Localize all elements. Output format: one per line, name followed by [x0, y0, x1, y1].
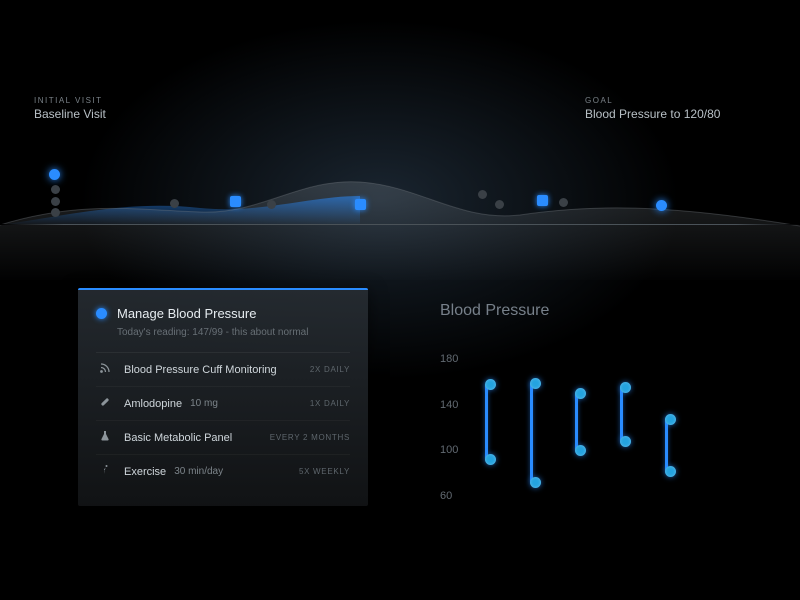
manage-card-header: Manage Blood Pressure	[96, 306, 350, 321]
care-plan-label: Amlodopine	[124, 398, 182, 410]
care-plan-row[interactable]: Exercise 30 min/day 5X WEEKLY	[96, 454, 350, 488]
care-plan-label: Exercise	[124, 466, 166, 478]
rss-icon	[96, 362, 114, 377]
timeline-node-active[interactable]	[49, 169, 60, 180]
bp-range-bar[interactable]	[485, 384, 488, 459]
timeline-axis	[0, 224, 800, 225]
timeline-initial-text: Baseline Visit	[34, 107, 106, 121]
timeline-node	[267, 200, 276, 209]
timeline-goal-text: Blood Pressure to 120/80	[585, 107, 720, 121]
care-plan-label: Blood Pressure Cuff Monitoring	[124, 364, 277, 376]
bp-range-high-cap	[665, 414, 676, 425]
bp-range-high-cap	[485, 379, 496, 390]
manage-card-subtitle: Today's reading: 147/99 - this about nor…	[117, 327, 350, 338]
bp-range-low-cap	[665, 466, 676, 477]
timeline-node	[170, 199, 179, 208]
timeline-node-active[interactable]	[656, 200, 667, 211]
bp-range-low-cap	[530, 477, 541, 488]
timeline-node	[51, 197, 60, 206]
timeline-marker[interactable]	[355, 199, 366, 210]
care-plan-label: Basic Metabolic Panel	[124, 432, 232, 444]
timeline-node	[559, 198, 568, 207]
bp-chart-area: 18014010060	[440, 336, 710, 496]
care-plan-row[interactable]: Basic Metabolic Panel EVERY 2 MONTHS	[96, 420, 350, 454]
care-plan-frequency: 5X WEEKLY	[299, 467, 350, 476]
bp-range-high-cap	[575, 388, 586, 399]
timeline-marker[interactable]	[230, 196, 241, 207]
timeline-node	[495, 200, 504, 209]
timeline-node	[51, 185, 60, 194]
chart-y-tick: 100	[440, 444, 458, 456]
chart-y-tick: 60	[440, 490, 452, 502]
bp-range-low-cap	[575, 445, 586, 456]
timeline-initial-label: INITIAL VISIT Baseline Visit	[34, 96, 106, 121]
manage-card-dot-icon	[96, 308, 107, 319]
bp-range-bar[interactable]	[575, 393, 578, 450]
timeline-goal-label: GOAL Blood Pressure to 120/80	[585, 96, 720, 121]
care-plan-row[interactable]: Blood Pressure Cuff Monitoring 2X DAILY	[96, 352, 350, 386]
timeline-goal-kicker: GOAL	[585, 96, 720, 105]
bp-range-bar[interactable]	[665, 419, 668, 470]
bp-range-bar[interactable]	[530, 383, 533, 482]
care-plan-frequency: 2X DAILY	[310, 365, 350, 374]
bp-range-low-cap	[485, 454, 496, 465]
bp-range-low-cap	[620, 436, 631, 447]
bp-chart-title: Blood Pressure	[440, 302, 740, 320]
bp-range-high-cap	[530, 378, 541, 389]
pill-icon	[96, 396, 114, 411]
bp-chart: Blood Pressure 18014010060	[440, 302, 740, 496]
chart-y-tick: 140	[440, 399, 458, 411]
flask-icon	[96, 430, 114, 445]
care-plan-detail: 30 min/day	[174, 466, 223, 477]
manage-card: Manage Blood Pressure Today's reading: 1…	[78, 288, 368, 506]
care-plan-frequency: EVERY 2 MONTHS	[270, 433, 350, 442]
chart-y-tick: 180	[440, 353, 458, 365]
timeline-marker[interactable]	[537, 195, 548, 206]
timeline-node	[51, 208, 60, 217]
care-plan-detail: 10 mg	[190, 398, 218, 409]
manage-card-title: Manage Blood Pressure	[117, 306, 256, 321]
run-icon	[96, 464, 114, 479]
timeline-initial-kicker: INITIAL VISIT	[34, 96, 106, 105]
bp-range-high-cap	[620, 382, 631, 393]
care-plan-frequency: 1X DAILY	[310, 399, 350, 408]
timeline-node	[478, 190, 487, 199]
care-plan-row[interactable]: Amlodopine 10 mg 1X DAILY	[96, 386, 350, 420]
bp-range-bar[interactable]	[620, 387, 623, 441]
timeline-wave	[0, 160, 800, 280]
